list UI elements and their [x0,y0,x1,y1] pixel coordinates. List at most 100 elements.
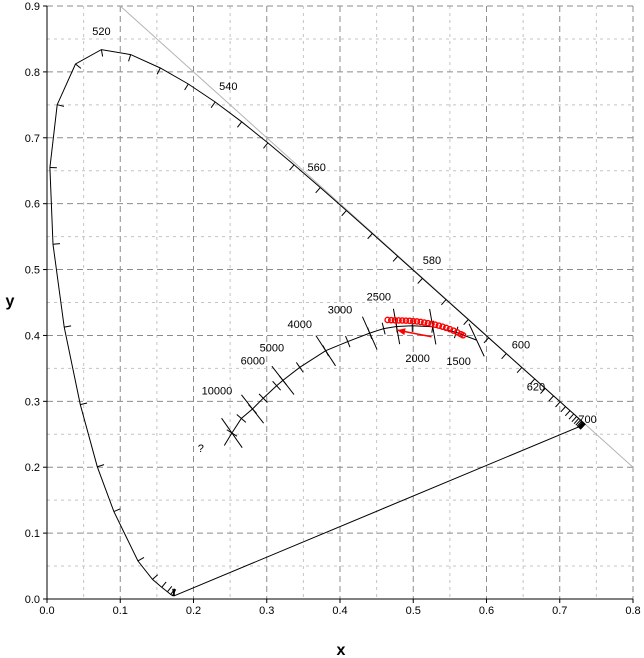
wavelength-tick [128,54,132,62]
wavelength-tick [152,574,159,580]
data-points-group [384,316,467,339]
wavelength-tick [100,49,104,57]
planckian-tick [272,380,282,391]
y-tick-label: 0.6 [25,199,40,211]
temperature-label: 10000 [202,386,233,398]
temperature-label: 1500 [446,356,470,368]
wavelength-tick [568,413,575,420]
data-point [428,320,435,328]
wavelength-tick [184,83,189,91]
wavelength-tick [575,419,581,426]
wavelength-tick [52,243,61,245]
planckian-tick [381,322,386,335]
wavelength-tick [463,319,469,326]
wavelength-tick [367,233,373,240]
wavelength-tick [578,422,584,428]
temperature-label: 5000 [260,342,284,354]
planckian-tick [258,393,268,403]
wavelength-tick [577,421,583,428]
temperature-label: 2500 [367,292,391,304]
data-point [424,319,432,327]
x-tick-label: 0.1 [113,605,128,617]
y-tick-label: 0.9 [25,1,40,13]
wavelength-tick [560,406,566,413]
wavelength-tick [441,299,447,306]
x-tick-label: 0.5 [406,605,421,617]
planckian-tick [236,414,247,423]
wavelength-tick [210,101,216,109]
wavelength-tick [57,104,65,107]
planckian-tick [322,345,329,357]
data-point [395,317,402,324]
wavelength-label: 580 [423,255,441,267]
planckian-tick [295,362,304,373]
wavelength-tick [137,557,145,562]
data-point [391,316,399,324]
wavelength-tick [578,422,585,429]
wavelength-tick [580,423,586,430]
y-tick-label: 0.8 [25,67,40,79]
data-point [417,318,424,326]
planckian-tick [248,404,257,414]
trend-arrow-head [397,328,406,336]
temperature-label: 6000 [241,355,265,367]
wavelength-tick [529,378,536,385]
data-point [387,316,395,324]
wavelength-tick [315,187,321,194]
wavelength-tick [113,508,121,513]
data-point [413,318,421,325]
wavelength-tick [573,418,580,425]
data-point [442,324,450,332]
y-tick-label: 0.7 [25,133,40,145]
x-tick-label: 0.6 [479,605,494,617]
y-tick-label: 0.2 [25,462,40,474]
y-tick-label: 0.3 [25,396,40,408]
wavelength-tick [564,410,571,417]
y-axis-title: y [6,293,15,310]
planckian-tick [278,375,288,386]
wavelength-label: 540 [219,81,237,93]
wavelength-label: 560 [307,162,325,174]
wavelength-tick [555,401,561,408]
wavelength-tick [80,402,88,406]
planckian-tick [345,335,351,348]
wavelength-label: 520 [92,26,110,38]
wavelength-tick [341,210,347,217]
x-tick-label: 0.0 [39,605,54,617]
data-point [406,317,413,325]
y-tick-label: 0.1 [25,528,40,540]
wavelength-tick [97,464,105,468]
x-tick-label: 0.7 [552,605,567,617]
data-point [459,331,467,339]
y-tick-label: 0.5 [25,265,40,277]
wavelength-tick [64,325,72,328]
data-point [402,317,410,324]
data-point [431,321,439,329]
spectral-locus-group [49,5,634,597]
wavelength-tick [263,142,269,149]
temperature-label: 2000 [405,353,429,365]
wavelength-label: 620 [527,382,545,394]
data-point [450,327,457,334]
planckian-tick [226,429,238,437]
wavelength-tick [548,395,554,402]
wavelength-tick [540,388,546,394]
wavelength-tick [156,67,161,75]
data-point [439,323,446,330]
wavelength-label-700: 700 [578,414,596,426]
data-point [384,316,391,324]
wavelength-tick [289,164,295,171]
data-point [409,317,417,325]
data-point [420,319,428,326]
wavelength-tick [417,278,423,284]
wavelength-tick [170,588,176,595]
wavelength-tick [501,353,507,360]
wavelength-tick [571,416,577,423]
wavelength-label: 600 [512,339,530,351]
temperature-label: 4000 [287,319,311,331]
wavelength-tick [161,581,167,588]
x-axis-title: x [337,642,346,658]
wavelength-tick [167,586,173,593]
wavelength-tick [75,63,82,69]
